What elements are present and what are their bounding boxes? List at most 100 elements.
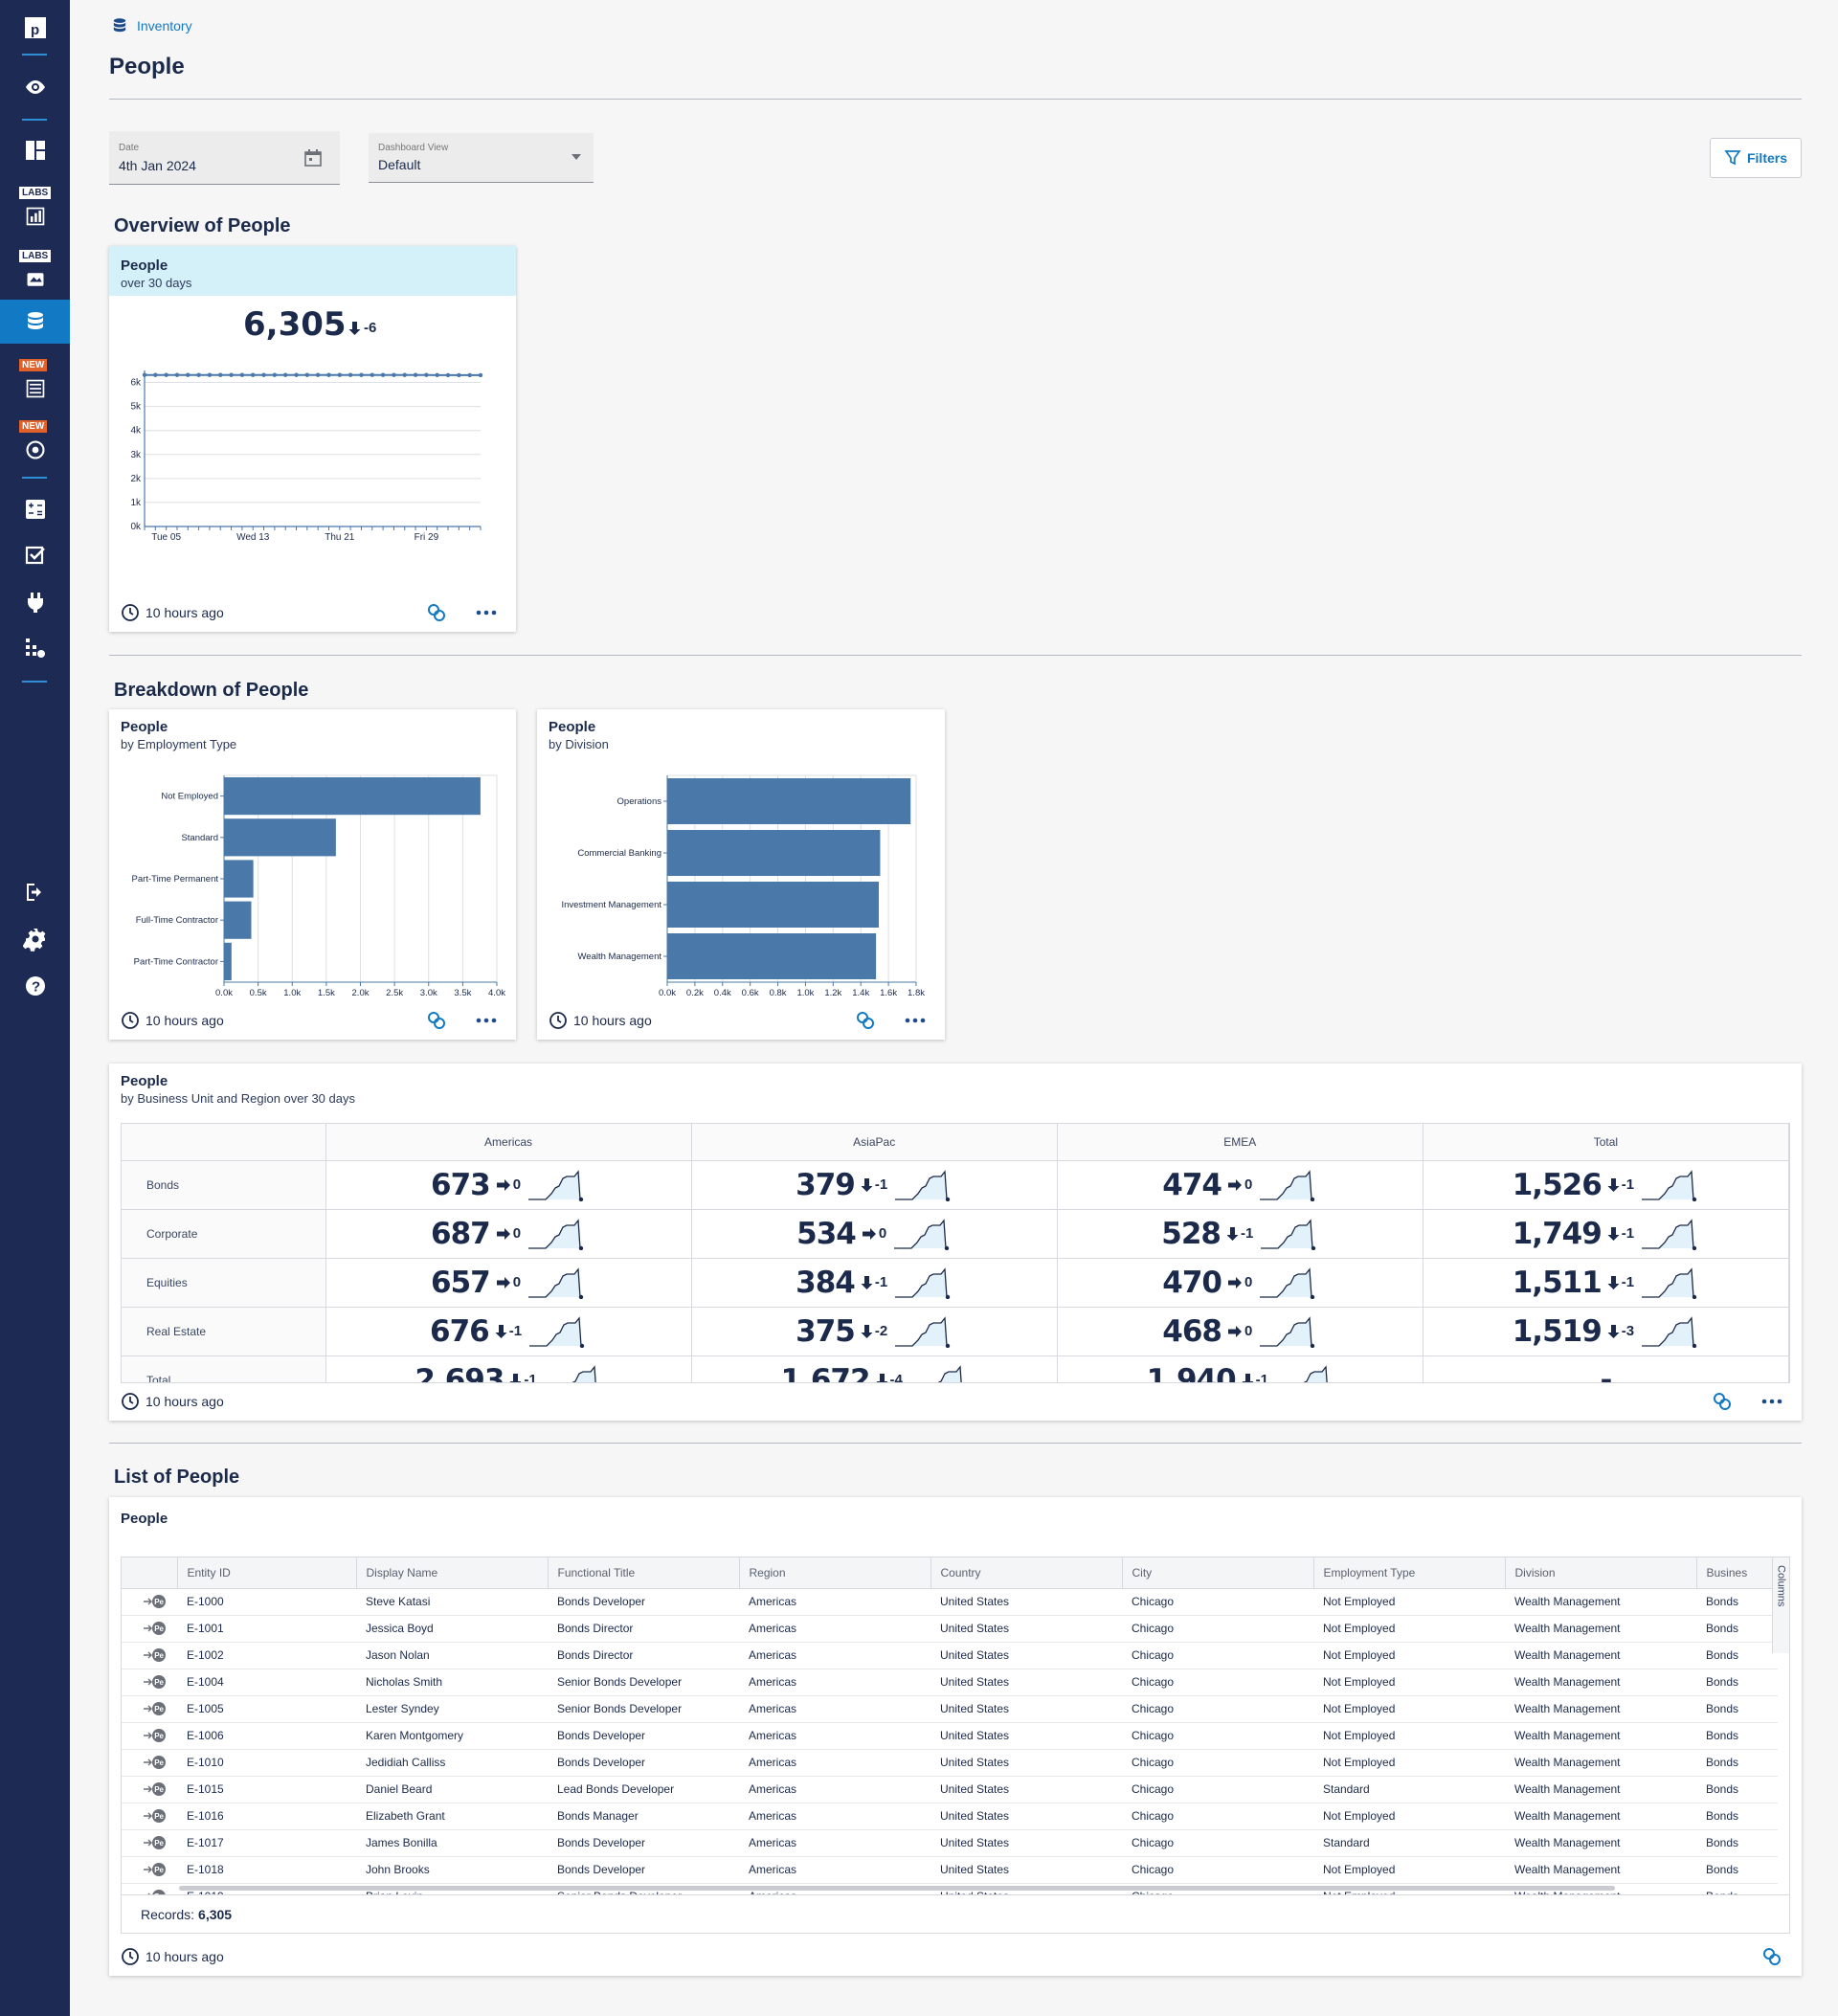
app-logo[interactable]: p	[0, 6, 70, 50]
sidebar-item-reports[interactable]: NEW	[0, 358, 70, 402]
link-button[interactable]	[855, 1010, 876, 1031]
date-field[interactable]: Date 4th Jan 2024	[109, 131, 340, 185]
row-entity-icon[interactable]: Pe	[122, 1829, 177, 1857]
table-cell: Americas	[739, 1803, 930, 1830]
table-row[interactable]: Pe E-1016 Elizabeth Grant Bonds Manager Amer…	[122, 1803, 1778, 1830]
table-cell: Chicago	[1122, 1642, 1313, 1669]
data-point	[337, 372, 343, 377]
column-header[interactable]: Entity ID	[176, 1557, 356, 1589]
table-row[interactable]: Pe E-1018 John Brooks Bonds Developer Americ…	[122, 1856, 1778, 1884]
breadcrumb[interactable]: Inventory	[110, 16, 192, 35]
table-row[interactable]: Pe E-1002 Jason Nolan Bonds Director America…	[122, 1642, 1778, 1669]
row-entity-icon[interactable]: Pe	[122, 1722, 177, 1750]
sidebar-item-inventory[interactable]	[0, 300, 70, 344]
row-entity-icon[interactable]: Pe	[122, 1588, 177, 1616]
row-entity-icon[interactable]: Pe	[122, 1776, 177, 1803]
matrix-cell[interactable]: 1,526 -1	[1423, 1160, 1789, 1210]
sidebar-item-labs-maps[interactable]: LABS	[0, 249, 70, 293]
filters-button[interactable]: Filters	[1710, 138, 1802, 178]
sidebar-item-admin[interactable]	[0, 626, 70, 670]
x-tick-label: 3.5k	[454, 988, 471, 997]
table-cell: E-1004	[177, 1669, 356, 1696]
more-options-button[interactable]	[1761, 1398, 1782, 1405]
target-icon	[25, 440, 45, 459]
row-entity-icon[interactable]: Pe	[122, 1803, 177, 1830]
data-point	[186, 372, 191, 377]
matrix-cell[interactable]: 1,749 -1	[1423, 1209, 1789, 1259]
row-entity-icon[interactable]: Pe	[122, 1695, 177, 1723]
column-header[interactable]: Country	[930, 1557, 1122, 1589]
table-row[interactable]: Pe E-1010 Jedidiah Calliss Bonds Developer A…	[122, 1749, 1778, 1777]
matrix-cell[interactable]: 534 0	[691, 1209, 1058, 1259]
column-header[interactable]: Employment Type	[1312, 1557, 1505, 1589]
sidebar-item-calculations[interactable]	[0, 487, 70, 531]
more-options-button[interactable]	[905, 1017, 926, 1024]
columns-panel-toggle[interactable]: Columns	[1772, 1557, 1789, 1653]
column-header[interactable]: Display Name	[355, 1557, 548, 1589]
matrix-cell[interactable]: 528 -1	[1057, 1209, 1423, 1259]
sidebar-item-targets[interactable]: NEW	[0, 419, 70, 463]
matrix-cell[interactable]: 1,519 -3	[1423, 1307, 1789, 1356]
column-header[interactable]: Region	[738, 1557, 930, 1589]
matrix-cell[interactable]: 474 0	[1057, 1160, 1423, 1210]
calendar-icon[interactable]	[303, 148, 323, 168]
matrix-cell[interactable]: 468 0	[1057, 1307, 1423, 1356]
table-row[interactable]: Pe E-1005 Lester Syndey Senior Bonds Develo…	[122, 1695, 1778, 1723]
table-row[interactable]: Pe E-1001 Jessica Boyd Bonds Director Americ…	[122, 1615, 1778, 1643]
sidebar-item-help[interactable]: ?	[0, 964, 70, 1008]
matrix-cell[interactable]: 1,940 -1	[1057, 1355, 1423, 1382]
link-button[interactable]	[1761, 1946, 1782, 1967]
matrix-cell[interactable]: 1,511 -1	[1423, 1258, 1789, 1308]
table-cell: Jedidiah Calliss	[356, 1749, 548, 1777]
matrix-cell-delta-value: 0	[1244, 1323, 1253, 1339]
matrix-cell[interactable]: 673 0	[325, 1160, 692, 1210]
sidebar-item-settings[interactable]	[0, 917, 70, 961]
matrix-cell[interactable]: 687 0	[325, 1209, 692, 1259]
more-options-button[interactable]	[476, 609, 497, 616]
table-cell: Americas	[739, 1776, 930, 1803]
matrix-cell[interactable]: 657 0	[325, 1258, 692, 1308]
matrix-cell[interactable]: 1,672 -4	[691, 1355, 1058, 1382]
row-entity-icon[interactable]: Pe	[122, 1669, 177, 1696]
plug-icon	[27, 593, 43, 613]
link-button[interactable]	[1712, 1391, 1733, 1412]
row-entity-icon[interactable]: Pe	[122, 1642, 177, 1669]
data-point	[392, 372, 396, 377]
matrix-cell-delta: 0	[1227, 1176, 1252, 1193]
matrix-cell[interactable]: 375 -2	[691, 1307, 1058, 1356]
breadcrumb-inventory-link[interactable]: Inventory	[137, 18, 192, 34]
row-entity-icon[interactable]: Pe	[122, 1883, 177, 1894]
horizontal-scrollbar[interactable]	[179, 1886, 1615, 1891]
matrix-cell[interactable]: 470 0	[1057, 1258, 1423, 1308]
table-row[interactable]: Pe E-1006 Karen Montgomery Bonds Developer A…	[122, 1722, 1778, 1750]
sidebar-item-integrations[interactable]	[0, 580, 70, 624]
data-point	[142, 372, 147, 377]
dashboard-view-select[interactable]: Dashboard View Default	[369, 133, 594, 183]
table-row[interactable]: Pe E-1015 Daniel Beard Lead Bonds Developer…	[122, 1776, 1778, 1803]
matrix-cell[interactable]: 676 -1	[325, 1307, 692, 1356]
matrix-cell[interactable]: 2,693 -1	[325, 1355, 692, 1382]
row-entity-icon[interactable]: Pe	[122, 1615, 177, 1643]
link-button[interactable]	[426, 602, 447, 623]
column-header[interactable]: Functional Title	[547, 1557, 739, 1589]
row-entity-icon[interactable]: Pe	[122, 1856, 177, 1884]
more-options-button[interactable]	[476, 1017, 497, 1024]
sidebar-item-tasks[interactable]	[0, 533, 70, 577]
table-row[interactable]: Pe E-1017 James Bonilla Bonds Developer Amer…	[122, 1829, 1778, 1857]
sidebar-item-watch[interactable]	[0, 65, 70, 109]
sidebar-item-logout[interactable]	[0, 870, 70, 914]
row-entity-icon[interactable]: Pe	[122, 1749, 177, 1777]
link-button[interactable]	[426, 1010, 447, 1031]
matrix-cell[interactable]: -	[1423, 1355, 1789, 1382]
matrix-cell[interactable]: 379 -1	[691, 1160, 1058, 1210]
column-header[interactable]: City	[1121, 1557, 1313, 1589]
column-header[interactable]: Busines	[1695, 1557, 1778, 1589]
sidebar-item-labs-charts[interactable]: LABS	[0, 186, 70, 230]
matrix-cell[interactable]: 384 -1	[691, 1258, 1058, 1308]
sidebar-item-dashboards[interactable]	[0, 128, 70, 172]
column-header[interactable]: Division	[1504, 1557, 1696, 1589]
matrix-cell-delta: -1	[509, 1372, 537, 1382]
data-point	[370, 372, 374, 377]
table-row[interactable]: Pe E-1000 Steve Katasi Bonds Developer Ameri…	[122, 1588, 1778, 1616]
table-row[interactable]: Pe E-1004 Nicholas Smith Senior Bonds Devel…	[122, 1669, 1778, 1696]
